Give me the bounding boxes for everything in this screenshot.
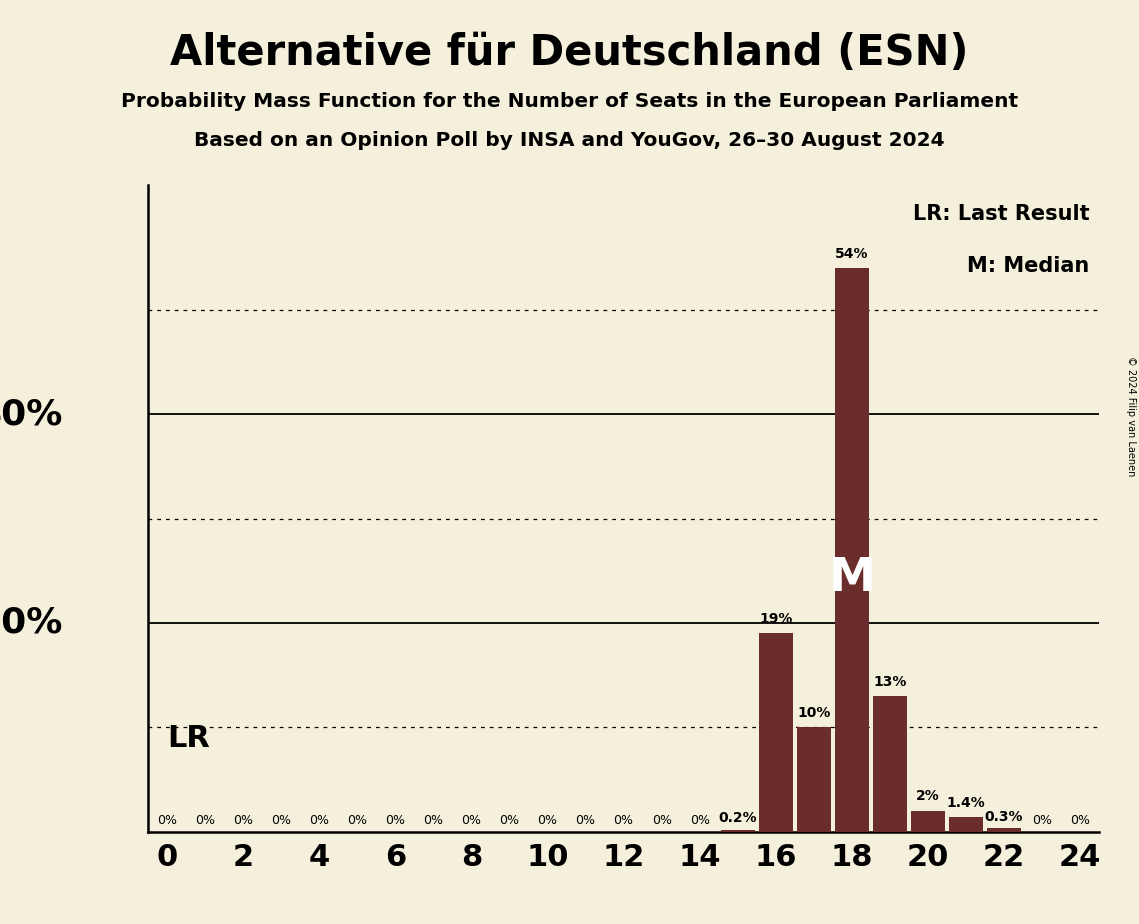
Text: 0%: 0% [614, 814, 633, 827]
Text: 54%: 54% [835, 247, 869, 261]
Bar [949, 817, 983, 832]
Text: 0%: 0% [538, 814, 557, 827]
Text: 0%: 0% [424, 814, 443, 827]
Text: 40%: 40% [0, 397, 63, 432]
Text: 0%: 0% [500, 814, 519, 827]
Text: 0%: 0% [347, 814, 367, 827]
Text: M: M [828, 555, 876, 601]
Text: © 2024 Filip van Laenen: © 2024 Filip van Laenen [1126, 356, 1136, 476]
Bar [911, 810, 945, 832]
Text: Based on an Opinion Poll by INSA and YouGov, 26–30 August 2024: Based on an Opinion Poll by INSA and You… [194, 131, 945, 151]
Bar [835, 268, 869, 832]
Text: 0%: 0% [271, 814, 292, 827]
Text: 13%: 13% [874, 675, 907, 688]
Text: 2%: 2% [916, 789, 940, 804]
Text: LR: LR [167, 724, 211, 753]
Bar [986, 829, 1022, 832]
Text: 0%: 0% [233, 814, 253, 827]
Text: 0%: 0% [652, 814, 672, 827]
Text: 0%: 0% [1071, 814, 1090, 827]
Text: 10%: 10% [797, 706, 830, 720]
Text: 0.2%: 0.2% [719, 811, 757, 825]
Text: 0.3%: 0.3% [985, 810, 1023, 824]
Text: LR: Last Result: LR: Last Result [913, 204, 1090, 225]
Text: 0%: 0% [1032, 814, 1052, 827]
Bar [721, 830, 755, 832]
Text: Probability Mass Function for the Number of Seats in the European Parliament: Probability Mass Function for the Number… [121, 92, 1018, 112]
Text: 1.4%: 1.4% [947, 796, 985, 809]
Bar [796, 727, 831, 832]
Bar [872, 696, 907, 832]
Text: 0%: 0% [461, 814, 482, 827]
Text: 19%: 19% [759, 612, 793, 626]
Bar [759, 633, 793, 832]
Text: 0%: 0% [157, 814, 177, 827]
Text: 20%: 20% [0, 606, 63, 640]
Text: 0%: 0% [385, 814, 405, 827]
Text: 0%: 0% [575, 814, 596, 827]
Text: Alternative für Deutschland (ESN): Alternative für Deutschland (ESN) [170, 32, 969, 74]
Text: M: Median: M: Median [967, 256, 1090, 276]
Text: 0%: 0% [690, 814, 710, 827]
Text: 0%: 0% [310, 814, 329, 827]
Text: 0%: 0% [195, 814, 215, 827]
